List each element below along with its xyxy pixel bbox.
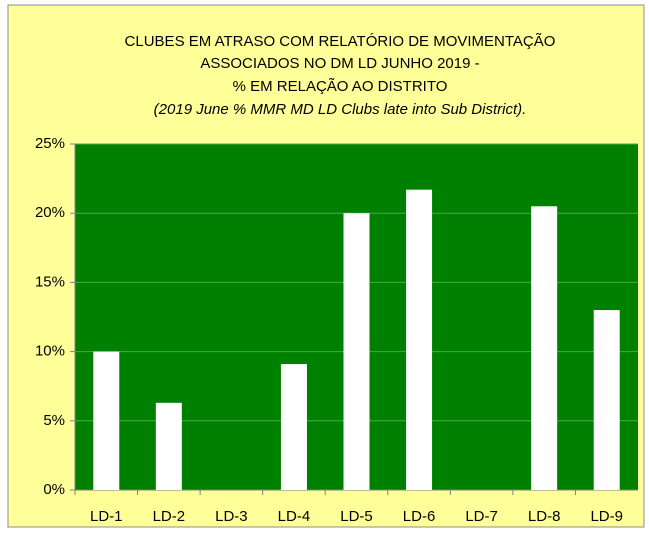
bar bbox=[93, 351, 120, 490]
x-tick-label: LD-8 bbox=[528, 508, 561, 525]
bar bbox=[343, 213, 370, 490]
x-tick-label: LD-3 bbox=[215, 508, 248, 525]
chart-subtitle: (2019 June % MMR MD LD Clubs late into S… bbox=[154, 101, 527, 118]
x-tick-label: LD-9 bbox=[590, 508, 623, 525]
x-tick-label: LD-6 bbox=[403, 508, 436, 525]
y-tick-label: 5% bbox=[43, 412, 65, 429]
y-tick-label: 20% bbox=[35, 204, 65, 221]
y-tick-label: 10% bbox=[35, 343, 65, 360]
x-tick-label: LD-4 bbox=[278, 508, 311, 525]
y-tick-label: 25% bbox=[35, 135, 65, 152]
y-tick-label: 0% bbox=[43, 481, 65, 498]
x-tick-label: LD-1 bbox=[90, 508, 123, 525]
x-tick-label: LD-5 bbox=[340, 508, 373, 525]
bar bbox=[280, 364, 307, 490]
bar bbox=[406, 189, 433, 490]
chart-title: CLUBES EM ATRASO COM RELATÓRIO DE MOVIME… bbox=[125, 33, 556, 50]
bar bbox=[155, 402, 182, 490]
y-tick-label: 15% bbox=[35, 273, 65, 290]
bar bbox=[531, 206, 558, 490]
chart-title: ASSOCIADOS NO DM LD JUNHO 2019 - bbox=[200, 55, 479, 72]
bar bbox=[593, 310, 620, 490]
x-tick-label: LD-2 bbox=[153, 508, 186, 525]
chart-title: % EM RELAÇÃO AO DISTRITO bbox=[233, 78, 448, 95]
x-tick-label: LD-7 bbox=[465, 508, 498, 525]
